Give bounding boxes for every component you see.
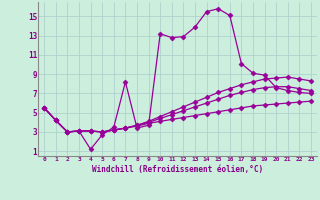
X-axis label: Windchill (Refroidissement éolien,°C): Windchill (Refroidissement éolien,°C): [92, 165, 263, 174]
